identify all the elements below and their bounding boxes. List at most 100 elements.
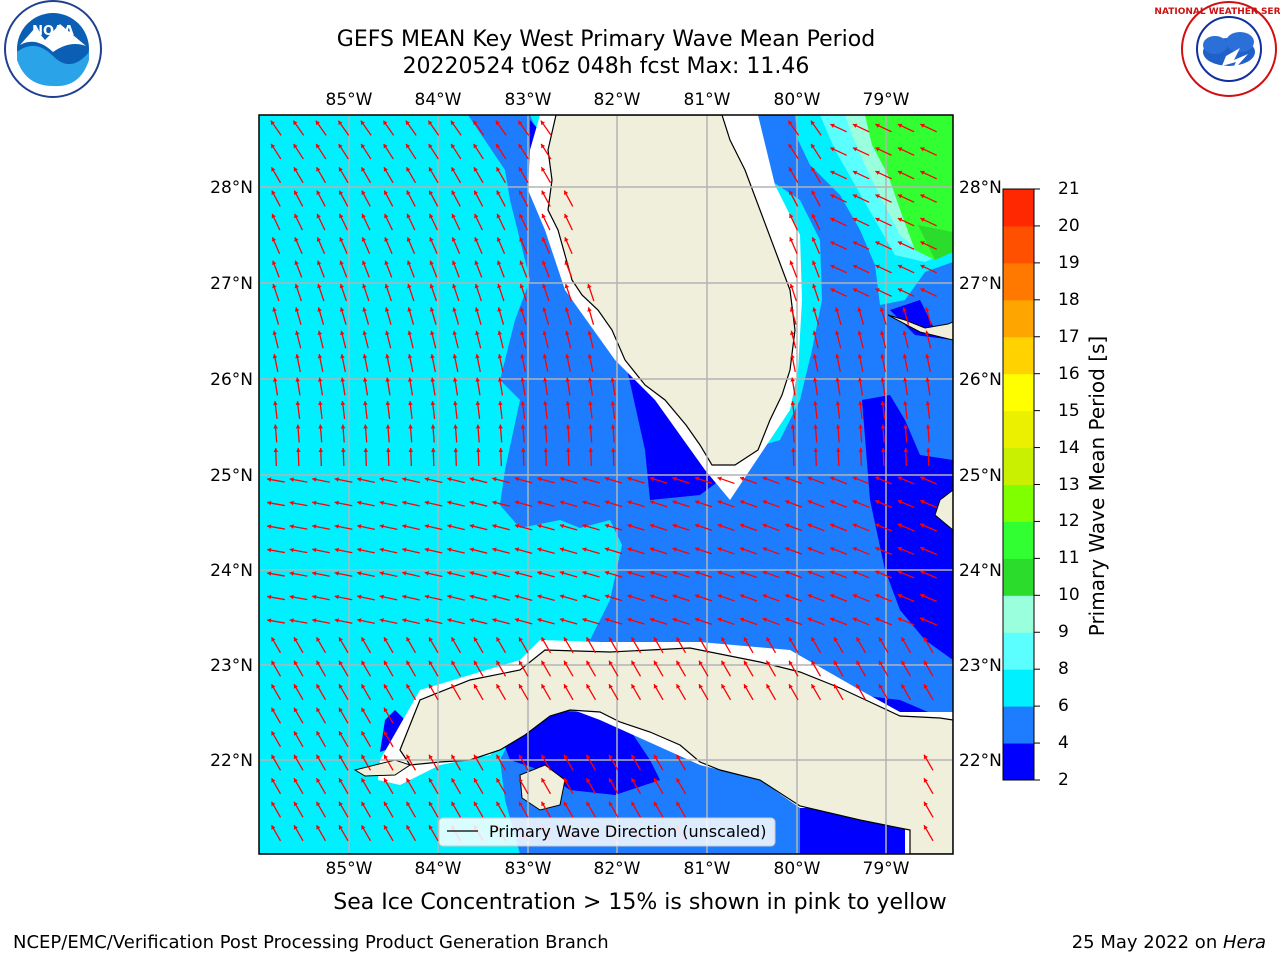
wave-arrow-head	[856, 660, 861, 666]
wave-arrow-head	[473, 660, 478, 666]
wave-arrow-head	[672, 594, 677, 599]
wave-arrow-head	[496, 660, 501, 666]
wave-arrow-head	[474, 283, 480, 289]
wave-arrow-head	[563, 754, 568, 760]
wave-arrow-head	[541, 167, 546, 172]
wave-arrow-head	[339, 283, 345, 289]
wave-arrow-head	[766, 660, 771, 666]
colorbar-segment	[1003, 632, 1034, 670]
wave-arrow-head	[762, 500, 767, 505]
wave-arrow-head	[272, 283, 277, 289]
colorbar-tick-label: 9	[1058, 622, 1069, 643]
wave-arrow-head	[271, 637, 276, 642]
wave-arrow-head	[830, 123, 835, 128]
wave-arrow-head	[475, 424, 481, 429]
wave-arrow-head	[424, 524, 430, 529]
wave-arrow-head	[447, 594, 452, 600]
wave-arrow-head	[338, 684, 343, 689]
wave-arrow-head	[582, 500, 587, 505]
wave-arrow-head	[492, 500, 497, 505]
colorbar-tick-label: 13	[1058, 474, 1080, 495]
wave-arrow-head	[717, 547, 722, 552]
wave-arrow-head	[363, 424, 368, 429]
wave-arrow-head	[649, 570, 655, 576]
wave-arrow-head	[830, 170, 835, 175]
wave-arrow-head	[452, 377, 458, 382]
wave-arrow-head	[475, 354, 480, 359]
wave-arrow-head	[447, 500, 452, 506]
wave-arrow-head	[653, 754, 658, 760]
wave-arrow-head	[923, 778, 928, 783]
wave-arrow-head	[316, 213, 321, 219]
colorbar-tick-label: 19	[1058, 252, 1080, 273]
colorbar-tick-label: 8	[1058, 659, 1069, 680]
wave-arrow-head	[542, 354, 548, 359]
wave-arrow-head	[379, 500, 384, 506]
wave-arrow-head	[361, 825, 366, 830]
lat-label-left: 26°N	[210, 370, 253, 390]
wave-arrow-head	[267, 524, 272, 529]
colorbar-tick-label: 17	[1058, 326, 1080, 347]
wave-arrow-head	[631, 778, 636, 783]
wave-arrow-head	[875, 593, 880, 599]
wave-arrow-head	[361, 754, 366, 760]
wave-arrow-head	[920, 264, 925, 269]
wave-arrow-head	[897, 147, 903, 152]
wave-arrow-head	[293, 754, 298, 760]
wave-arrow-head	[698, 637, 703, 642]
wave-arrow-head	[631, 660, 636, 666]
wave-arrow-head	[541, 778, 546, 783]
wave-arrow-head	[564, 307, 570, 312]
wave-arrow-head	[408, 448, 414, 452]
wave-arrow-head	[338, 120, 343, 126]
wave-arrow-head	[294, 237, 299, 242]
wave-arrow-head	[610, 401, 616, 406]
wave-arrow-head	[852, 499, 858, 505]
lat-label-left: 22°N	[210, 751, 253, 771]
wave-arrow-head	[903, 424, 908, 429]
wave-arrow-head	[833, 684, 838, 689]
wave-arrow-head	[541, 754, 546, 760]
colorbar-tick-label: 12	[1058, 511, 1080, 532]
wave-arrow-head	[406, 684, 411, 689]
wave-arrow-head	[385, 448, 391, 452]
wave-arrow-head	[627, 500, 632, 505]
wave-arrow-head	[519, 260, 524, 266]
wave-arrow-head	[519, 190, 524, 196]
wave-arrow-head	[833, 637, 838, 642]
wave-arrow-head	[542, 330, 548, 336]
wave-arrow-head	[762, 476, 767, 481]
wave-arrow-head	[497, 354, 503, 359]
wave-arrow-head	[338, 754, 343, 760]
wave-arrow-head	[452, 283, 457, 289]
wave-arrow-head	[428, 825, 433, 830]
lat-label-right: 28°N	[959, 178, 1002, 198]
land-bahamas	[934, 489, 953, 531]
wave-arrow-head	[813, 424, 818, 429]
wave-arrow-head	[429, 260, 434, 266]
wave-arrow-head	[789, 190, 794, 196]
wave-arrow-head	[649, 547, 655, 552]
wave-arrow-head	[608, 637, 613, 642]
wave-arrow-head	[273, 401, 278, 406]
wave-arrow-head	[790, 401, 796, 406]
wave-arrow-head	[316, 684, 321, 689]
wave-arrow-head	[563, 684, 568, 689]
lat-labels-right: 28°N 27°N 26°N 25°N 24°N 23°N 22°N	[959, 178, 1002, 771]
wave-arrow-head	[920, 617, 925, 622]
wave-arrow-head	[676, 637, 681, 642]
wave-arrow-head	[925, 401, 931, 406]
wave-arrow-head	[514, 476, 520, 482]
wave-arrow-head	[923, 684, 928, 689]
wave-arrow-head	[875, 123, 880, 128]
wave-arrow-head	[835, 354, 840, 359]
wave-arrow-head	[541, 637, 546, 642]
wave-arrow-head	[496, 260, 502, 266]
wave-arrow-head	[766, 684, 771, 689]
wave-arrow-head	[920, 476, 925, 481]
wave-arrow-head	[897, 476, 903, 481]
credit-host: Hera	[1222, 932, 1266, 953]
wave-arrow-head	[316, 237, 322, 242]
wave-arrow-head	[541, 801, 546, 807]
lon-label-bottom: 85°W	[326, 859, 373, 879]
